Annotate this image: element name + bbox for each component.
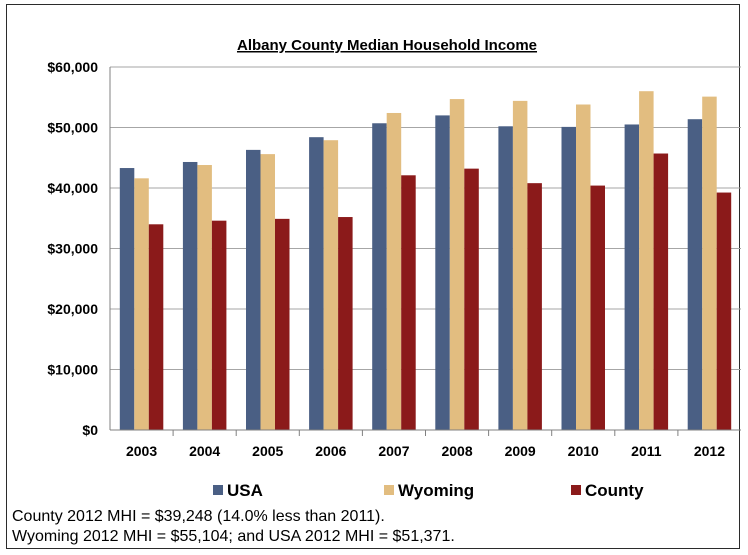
legend-label-usa: USA: [227, 481, 263, 500]
bar-usa-2003: [119, 168, 135, 430]
bar-usa-2005: [246, 149, 261, 430]
x-tick-label: 2003: [126, 443, 157, 459]
bar-wyoming-2009: [512, 100, 528, 430]
x-tick-label: 2004: [189, 443, 220, 459]
bar-county-2005: [275, 218, 290, 430]
bar-county-2008: [464, 168, 479, 430]
x-tick-label: 2010: [568, 443, 599, 459]
legend-label-county: County: [585, 481, 644, 500]
bar-county-2009: [527, 183, 542, 430]
y-tick-label: $40,000: [47, 180, 98, 196]
y-tick-label: $60,000: [47, 59, 98, 75]
bar-wyoming-2003: [134, 178, 149, 430]
y-tick-label: $10,000: [47, 362, 98, 378]
bar-usa-2012: [687, 119, 703, 431]
x-tick-label: 2006: [315, 443, 346, 459]
bar-county-2010: [590, 185, 605, 430]
legend-swatch-usa: [213, 485, 223, 495]
x-tick-label: 2009: [505, 443, 536, 459]
bar-wyoming-2006: [323, 140, 339, 430]
bar-county-2004: [211, 220, 227, 430]
legend-swatch-county: [571, 485, 581, 495]
bar-usa-2008: [435, 115, 450, 431]
x-tick-label: 2007: [378, 443, 409, 459]
y-tick-label: $20,000: [47, 301, 98, 317]
y-tick-labels: $0 $10,000 $20,000 $30,000 $40,000 $50,000 $60…: [47, 59, 98, 438]
x-tick-label: 2012: [694, 443, 725, 459]
bar-wyoming-2008: [449, 99, 465, 430]
bar-wyoming-2012: [702, 96, 717, 431]
bar-county-2012: [716, 192, 732, 430]
bar-county-2011: [653, 153, 669, 430]
bar-usa-2010: [561, 126, 576, 431]
bar-wyoming-2007: [386, 112, 402, 430]
bar-county-2007: [401, 175, 416, 430]
bar-county-2003: [148, 224, 164, 430]
bar-usa-2009: [498, 126, 513, 430]
legend-label-wyoming: Wyoming: [398, 481, 474, 500]
bar-usa-2007: [372, 123, 387, 430]
chart-title: Albany County Median Household Income: [237, 37, 537, 54]
legend: USA Wyoming County: [213, 481, 644, 500]
bar-wyoming-2005: [260, 154, 275, 430]
x-tick-label: 2008: [441, 443, 472, 459]
bar-usa-2004: [182, 161, 198, 431]
y-tick-label: $30,000: [47, 241, 98, 257]
x-tick-labels: 2003 2004 2005 2006 2007 2008 2009 2010 2011 2012: [126, 443, 725, 459]
legend-swatch-wyoming: [384, 485, 394, 495]
x-tick-label: 2005: [252, 443, 283, 459]
bars: [119, 91, 732, 431]
note-county: County 2012 MHI = $39,248 (14.0% less th…: [12, 508, 385, 525]
note-state-usa: Wyoming 2012 MHI = $55,104; and USA 2012…: [12, 528, 455, 545]
chart-notes: County 2012 MHI = $39,248 (14.0% less th…: [12, 507, 732, 547]
bar-county-2006: [338, 217, 353, 430]
bar-usa-2006: [309, 137, 324, 430]
bar-usa-2011: [624, 124, 640, 430]
y-tick-label: $50,000: [47, 120, 98, 136]
axes: [109, 67, 741, 436]
x-tick-label: 2011: [631, 443, 662, 459]
y-tick-label: $0: [82, 422, 98, 438]
bar-wyoming-2010: [576, 104, 591, 430]
bar-wyoming-2011: [639, 91, 654, 430]
bar-wyoming-2004: [197, 165, 212, 430]
